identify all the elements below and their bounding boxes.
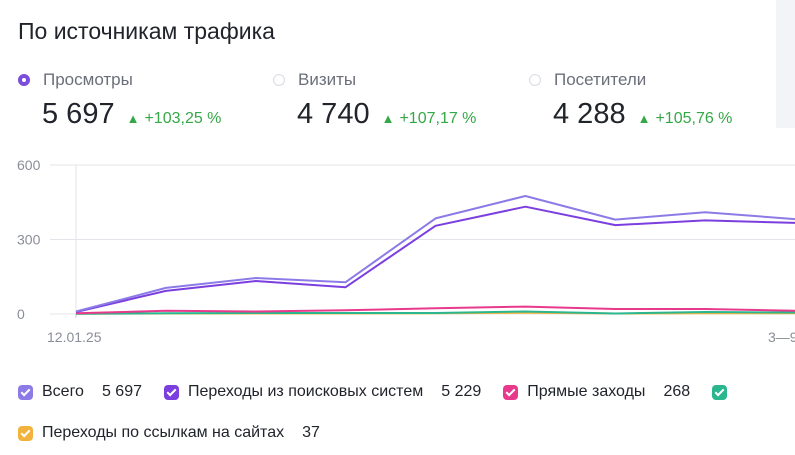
y-tick-label: 600 (17, 157, 41, 173)
legend-value: 268 (663, 383, 691, 400)
checkbox-icon[interactable] (18, 425, 33, 441)
legend-name: Переходы по ссылкам на сайтах (42, 424, 285, 441)
arrow-up-icon: ▲ (126, 111, 140, 126)
x-tick-label: 12.01.25 (47, 329, 102, 345)
legend-value: 37 (302, 424, 320, 441)
legend-name: Прямые заходы (527, 383, 646, 400)
legend-value: 5 697 (101, 383, 142, 400)
legend-item-direct[interactable]: Прямые заходы 268 (503, 383, 690, 401)
legend-name: Всего (42, 383, 84, 400)
metric-delta: ▲ +103,25 % (127, 110, 222, 128)
metric-views[interactable]: Просмотры 5 697 ▲ +103,25 % (18, 68, 221, 131)
metric-value: 4 288 (553, 98, 626, 130)
metric-delta-text: +105,76 % (655, 110, 733, 127)
metric-label: Посетители (554, 70, 647, 89)
arrow-up-icon: ▲ (381, 111, 395, 126)
metric-delta-text: +107,17 % (399, 110, 477, 127)
arrow-up-icon: ▲ (637, 111, 651, 126)
legend-item-other[interactable] (712, 384, 736, 400)
checkbox-icon[interactable] (503, 384, 519, 400)
widget-title: По источникам трафика (18, 18, 275, 44)
radio-views[interactable] (18, 74, 30, 86)
line-chart: 0 300 600 12.01.25 3—9 (17, 157, 795, 345)
legend-item-total[interactable]: Всего 5 697 (18, 383, 142, 401)
metric-visits[interactable]: Визиты 4 740 ▲ +107,17 % (273, 68, 476, 131)
metric-delta: ▲ +107,17 % (382, 110, 477, 128)
x-tick-label: 3—9 (768, 329, 795, 345)
series-line (75, 310, 795, 315)
legend-item-search[interactable]: Переходы из поисковых систем 5 229 (164, 383, 481, 401)
legend-name: Переходы из поисковых систем (188, 383, 424, 400)
series-line (75, 305, 795, 315)
legend-row-1: Всего 5 697 Переходы из поисковых систем… (18, 383, 758, 401)
legend-row-2: Переходы по ссылкам на сайтах 37 (18, 424, 342, 442)
series-line (75, 195, 795, 313)
metric-value: 4 740 (297, 98, 370, 130)
radio-visits[interactable] (273, 74, 285, 86)
legend-item-links[interactable]: Переходы по ссылкам на сайтах 37 (18, 424, 320, 442)
side-panel-edge (776, 0, 795, 128)
checkbox-icon[interactable] (18, 384, 33, 400)
checkbox-icon[interactable] (712, 384, 728, 400)
metric-value: 5 697 (42, 98, 115, 130)
checkbox-icon[interactable] (164, 384, 179, 400)
metric-visitors[interactable]: Посетители 4 288 ▲ +105,76 % (529, 68, 732, 131)
y-tick-label: 300 (17, 232, 41, 248)
metric-label: Визиты (298, 70, 357, 89)
legend-value: 5 229 (441, 383, 482, 400)
series-line (75, 205, 795, 313)
radio-visitors[interactable] (529, 74, 541, 86)
y-tick-label: 0 (17, 306, 25, 322)
metric-delta-text: +103,25 % (144, 110, 222, 127)
metric-delta: ▲ +105,76 % (638, 110, 733, 128)
metric-label: Просмотры (43, 70, 133, 89)
